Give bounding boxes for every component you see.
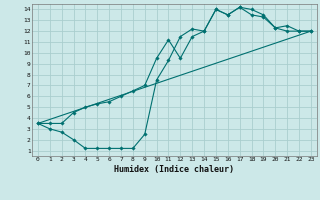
X-axis label: Humidex (Indice chaleur): Humidex (Indice chaleur) (115, 165, 234, 174)
